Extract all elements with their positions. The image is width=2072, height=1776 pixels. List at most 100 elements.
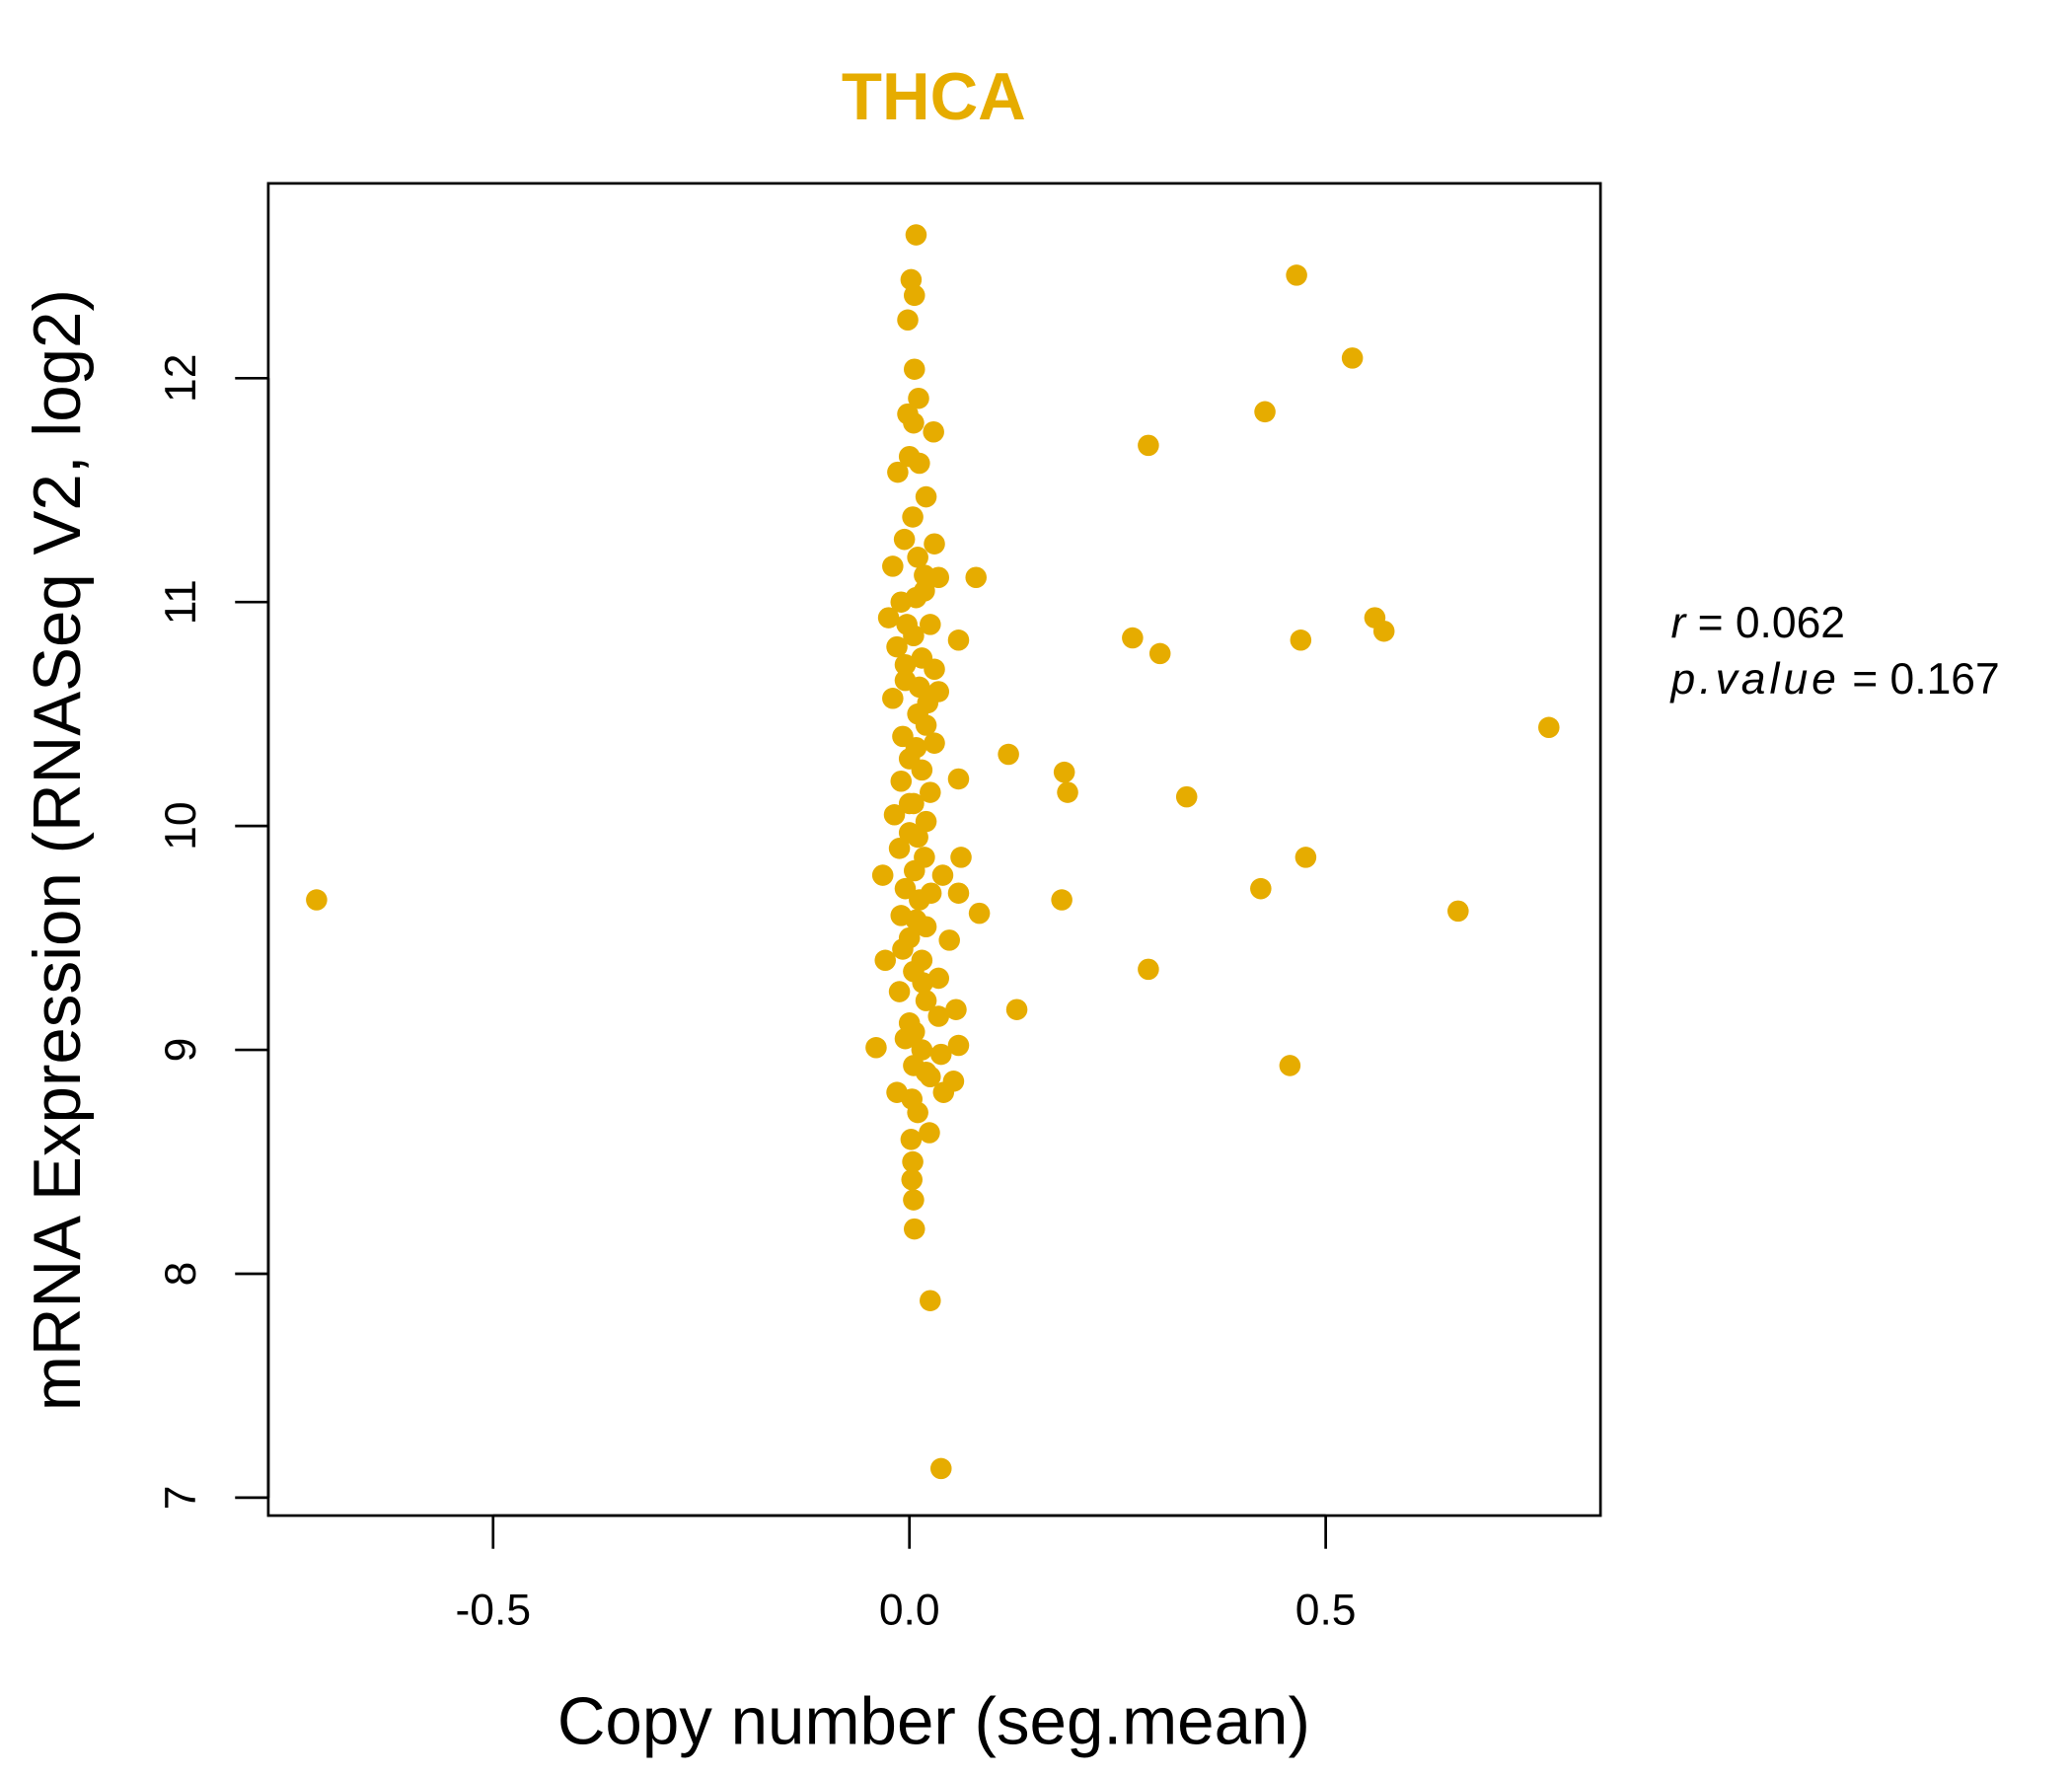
data-point — [945, 999, 967, 1020]
data-point — [893, 528, 916, 551]
data-point — [897, 309, 919, 332]
data-point — [903, 411, 925, 434]
data-point — [938, 929, 960, 951]
data-point — [902, 506, 924, 528]
data-point — [931, 864, 954, 886]
data-point — [306, 889, 328, 911]
r-equals: = — [1685, 599, 1736, 647]
data-point — [924, 658, 945, 681]
data-point — [901, 1168, 924, 1191]
data-point — [968, 902, 991, 925]
x-axis: -0.5 0.0 0.5 — [456, 1514, 1357, 1634]
data-point — [1175, 785, 1198, 808]
data-point — [1254, 401, 1276, 423]
data-point — [1138, 434, 1159, 457]
data-point — [1295, 847, 1317, 868]
data-point — [900, 1129, 923, 1150]
data-point — [917, 692, 939, 714]
r-label: r — [1670, 599, 1687, 647]
data-point — [909, 676, 930, 699]
data-point — [1057, 781, 1078, 803]
data-point — [927, 1005, 950, 1027]
data-point — [924, 533, 945, 555]
data-point — [1051, 889, 1073, 911]
data-point — [1005, 999, 1028, 1020]
data-point — [915, 714, 937, 736]
data-point — [908, 387, 929, 409]
data-point — [915, 810, 937, 833]
data-point — [947, 882, 970, 904]
data-point — [1250, 877, 1272, 900]
data-point — [865, 1037, 887, 1059]
data-point — [871, 864, 894, 886]
data-point — [892, 938, 914, 960]
data-point — [901, 1088, 924, 1110]
correlation-annotation: r = 0.062 — [1670, 599, 1845, 647]
data-point — [915, 1061, 937, 1083]
data-point — [1447, 900, 1469, 923]
data-point — [930, 1043, 952, 1066]
data-point — [911, 759, 933, 781]
data-point — [905, 909, 927, 931]
data-point — [947, 1034, 970, 1057]
data-point — [947, 768, 970, 790]
data-point — [905, 736, 927, 759]
data-point — [930, 1457, 952, 1480]
points-layer — [306, 224, 1560, 1480]
data-point — [887, 461, 909, 483]
data-point — [965, 566, 987, 589]
data-point — [896, 614, 918, 635]
data-point — [924, 732, 945, 754]
data-point — [874, 949, 897, 972]
plot-frame — [266, 182, 1602, 1517]
data-point — [907, 826, 928, 849]
y-tick-label: 10 — [157, 801, 205, 850]
data-point — [877, 607, 900, 629]
data-point — [903, 358, 925, 380]
data-point — [998, 743, 1019, 766]
y-axis: 7 8 9 10 11 12 — [157, 354, 270, 1511]
data-point — [883, 804, 906, 826]
r-value: 0.062 — [1736, 599, 1845, 647]
data-point — [1148, 642, 1171, 665]
data-point — [915, 485, 937, 508]
data-point — [903, 1218, 925, 1240]
y-tick-label: 9 — [157, 1038, 205, 1063]
data-point — [915, 990, 937, 1011]
data-point — [902, 1150, 924, 1173]
data-point — [888, 981, 911, 1002]
p-value: 0.167 — [1890, 655, 2000, 703]
data-point — [903, 859, 925, 882]
data-point — [903, 1189, 925, 1211]
data-point — [920, 882, 942, 904]
data-point — [920, 1290, 941, 1311]
data-point — [907, 547, 928, 568]
data-point — [894, 653, 917, 676]
data-point — [905, 224, 927, 246]
data-point — [1372, 620, 1395, 642]
data-point — [882, 688, 904, 709]
data-point — [886, 635, 908, 658]
x-tick-label: 0.0 — [879, 1586, 940, 1634]
y-tick-label: 11 — [157, 579, 205, 625]
x-tick-label: -0.5 — [456, 1586, 532, 1634]
y-tick-label: 7 — [157, 1486, 205, 1511]
data-point — [1538, 716, 1560, 739]
data-point — [909, 452, 930, 475]
data-point — [1053, 761, 1075, 783]
p-label: p.value — [1668, 655, 1839, 703]
data-point — [1122, 627, 1144, 649]
y-tick-label: 8 — [157, 1262, 205, 1287]
data-point — [923, 420, 944, 443]
data-point — [1279, 1055, 1301, 1076]
y-tick-label: 12 — [157, 354, 205, 403]
data-point — [905, 586, 927, 609]
x-axis-label: Copy number (seg.mean) — [557, 1685, 1310, 1759]
data-point — [882, 555, 904, 577]
data-point — [947, 629, 970, 651]
data-point — [888, 838, 911, 859]
x-tick-label: 0.5 — [1295, 1586, 1357, 1634]
data-point — [919, 1122, 940, 1144]
data-point — [920, 781, 941, 803]
